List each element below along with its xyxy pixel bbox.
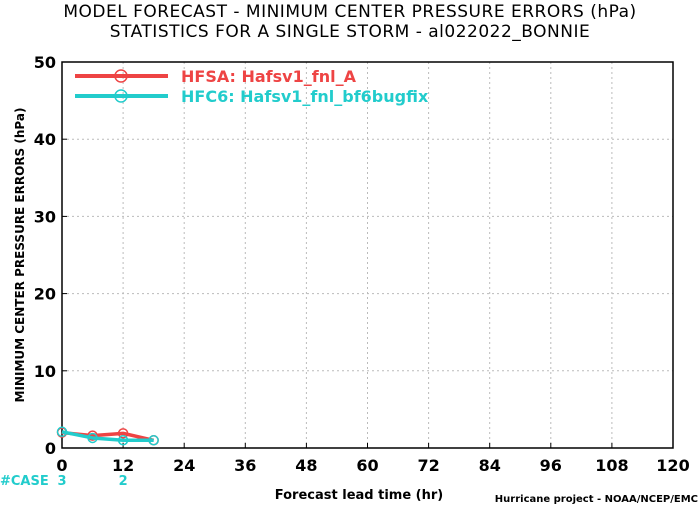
x-tick-label: 36	[234, 456, 256, 475]
data-point	[87, 432, 98, 444]
x-tick-label: 24	[173, 456, 195, 475]
data-point	[56, 426, 68, 438]
x-tick-label: 12	[112, 456, 134, 475]
grid-lines	[62, 62, 673, 448]
y-tick-label: 30	[34, 207, 56, 226]
x-tick-label: 60	[356, 456, 378, 475]
y-tick-label: 0	[45, 439, 56, 458]
x-tick-label: 48	[295, 456, 317, 475]
case-label: #CASE	[0, 474, 49, 489]
legend-marker	[114, 69, 128, 83]
x-tick-label: 120	[656, 456, 689, 475]
y-axis-label: MINIMUM CENTER PRESSURE ERRORS (hPa)	[13, 108, 27, 403]
y-tick-label: 10	[34, 362, 56, 381]
x-tick-label: 108	[595, 456, 628, 475]
data-point	[117, 435, 129, 446]
legend-label: HFSA: Hafsv1_fnl_A	[181, 67, 357, 86]
x-tick-label: 84	[479, 456, 501, 475]
x-tick-label: 0	[56, 456, 67, 475]
x-tick-label: 96	[540, 456, 562, 475]
chart-title: MODEL FORECAST - MINIMUM CENTER PRESSURE…	[63, 2, 636, 22]
legend-marker	[114, 89, 128, 103]
case-count: 3	[57, 474, 66, 489]
axes	[61, 61, 674, 449]
plot-frame	[61, 61, 674, 449]
y-tick-label: 50	[34, 53, 56, 72]
x-tick-label: 72	[417, 456, 439, 475]
case-count: 2	[119, 474, 128, 489]
case-counts: #CASE 3 2	[0, 474, 128, 489]
chart-subtitle: STATISTICS FOR A SINGLE STORM - al022022…	[110, 22, 590, 42]
credit-text: Hurricane project - NOAA/NCEP/EMC	[495, 494, 698, 505]
series-line-2	[61, 430, 154, 443]
y-tick-label: 40	[34, 130, 56, 149]
legend-label: HFC6: Hafsv1_fnl_bf6bugfix	[181, 87, 429, 106]
data-series	[56, 426, 159, 446]
tick-labels: 0 12 24 36 48 60 72 84 96 108 120 0 10 20 30 40 50	[34, 53, 690, 475]
x-axis-label: Forecast lead time (hr)	[275, 488, 443, 503]
data-point	[117, 428, 129, 439]
y-tick-label: 20	[34, 285, 56, 304]
data-point	[148, 435, 159, 446]
